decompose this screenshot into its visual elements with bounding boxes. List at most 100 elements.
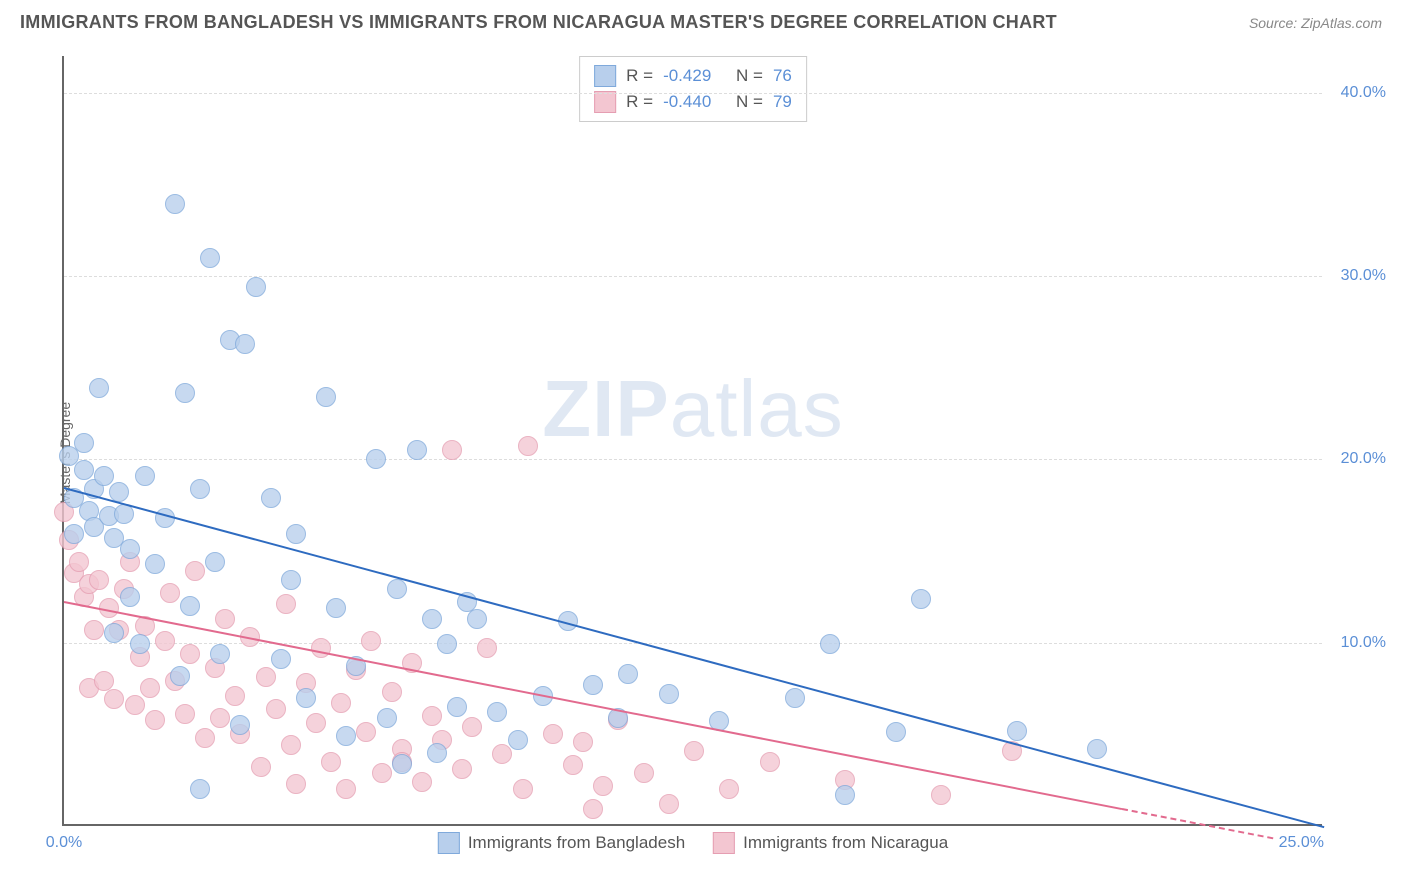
legend-item-a: Immigrants from Bangladesh xyxy=(438,832,685,854)
scatter-point xyxy=(321,752,341,772)
scatter-point xyxy=(543,724,563,744)
scatter-point xyxy=(261,488,281,508)
scatter-point xyxy=(452,759,472,779)
scatter-point xyxy=(477,638,497,658)
scatter-point xyxy=(407,440,427,460)
scatter-point xyxy=(84,620,104,640)
scatter-point xyxy=(190,779,210,799)
scatter-point xyxy=(104,689,124,709)
scatter-point xyxy=(422,609,442,629)
scatter-point xyxy=(215,609,235,629)
scatter-point xyxy=(271,649,291,669)
scatter-point xyxy=(583,799,603,819)
scatter-point xyxy=(518,436,538,456)
scatter-point xyxy=(311,638,331,658)
y-tick-label: 10.0% xyxy=(1341,634,1386,652)
scatter-point xyxy=(336,779,356,799)
scatter-point xyxy=(170,666,190,686)
trend-line xyxy=(64,487,1325,828)
scatter-point xyxy=(573,732,593,752)
y-tick-label: 20.0% xyxy=(1341,450,1386,468)
scatter-point xyxy=(125,695,145,715)
scatter-point xyxy=(372,763,392,783)
scatter-point xyxy=(296,688,316,708)
legend-item-b: Immigrants from Nicaragua xyxy=(713,832,948,854)
scatter-point xyxy=(205,552,225,572)
scatter-point xyxy=(760,752,780,772)
scatter-point xyxy=(210,644,230,664)
scatter-point xyxy=(492,744,512,764)
scatter-point xyxy=(427,743,447,763)
y-tick-label: 30.0% xyxy=(1341,267,1386,285)
scatter-point xyxy=(382,682,402,702)
watermark-light: atlas xyxy=(670,364,844,453)
gridline xyxy=(64,459,1322,460)
scatter-point xyxy=(412,772,432,792)
scatter-point xyxy=(326,598,346,618)
watermark: ZIPatlas xyxy=(542,363,843,455)
scatter-point xyxy=(719,779,739,799)
x-tick-label: 25.0% xyxy=(1279,834,1324,852)
swatch-a-bottom xyxy=(438,832,460,854)
scatter-point xyxy=(513,779,533,799)
scatter-point xyxy=(160,583,180,603)
scatter-point xyxy=(361,631,381,651)
scatter-point xyxy=(94,466,114,486)
scatter-point xyxy=(64,524,84,544)
legend-series: Immigrants from Bangladesh Immigrants fr… xyxy=(438,832,948,854)
y-tick-label: 40.0% xyxy=(1341,84,1386,102)
r-value-a: -0.429 xyxy=(663,66,711,86)
scatter-point xyxy=(180,596,200,616)
x-tick-label: 0.0% xyxy=(46,834,82,852)
scatter-point xyxy=(155,631,175,651)
scatter-point xyxy=(286,524,306,544)
scatter-point xyxy=(281,735,301,755)
scatter-point xyxy=(377,708,397,728)
scatter-point xyxy=(336,726,356,746)
scatter-point xyxy=(175,704,195,724)
scatter-point xyxy=(251,757,271,777)
scatter-point xyxy=(467,609,487,629)
scatter-point xyxy=(1087,739,1107,759)
scatter-point xyxy=(442,440,462,460)
scatter-point xyxy=(266,699,286,719)
n-value-b: 79 xyxy=(773,92,792,112)
scatter-point xyxy=(886,722,906,742)
scatter-point xyxy=(911,589,931,609)
n-label-b: N = xyxy=(736,92,763,112)
legend-stats: R = -0.429 N = 76 R = -0.440 N = 79 xyxy=(579,56,807,122)
scatter-point xyxy=(89,378,109,398)
scatter-point xyxy=(89,570,109,590)
scatter-point xyxy=(331,693,351,713)
scatter-point xyxy=(820,634,840,654)
scatter-point xyxy=(286,774,306,794)
scatter-point xyxy=(422,706,442,726)
scatter-point xyxy=(447,697,467,717)
series-a-label: Immigrants from Bangladesh xyxy=(468,833,685,853)
scatter-point xyxy=(225,686,245,706)
trend-line xyxy=(1122,808,1274,839)
scatter-point xyxy=(356,722,376,742)
scatter-point xyxy=(931,785,951,805)
scatter-point xyxy=(185,561,205,581)
scatter-point xyxy=(785,688,805,708)
r-value-b: -0.440 xyxy=(663,92,711,112)
r-label-b: R = xyxy=(626,92,653,112)
scatter-point xyxy=(583,675,603,695)
scatter-point xyxy=(165,194,185,214)
chart-container: Master's Degree ZIPatlas R = -0.429 N = … xyxy=(50,48,1390,858)
scatter-point xyxy=(120,587,140,607)
scatter-point xyxy=(120,539,140,559)
scatter-point xyxy=(316,387,336,407)
swatch-b-bottom xyxy=(713,832,735,854)
scatter-point xyxy=(200,248,220,268)
scatter-point xyxy=(437,634,457,654)
swatch-a xyxy=(594,65,616,87)
scatter-point xyxy=(659,684,679,704)
scatter-point xyxy=(175,383,195,403)
scatter-point xyxy=(659,794,679,814)
n-value-a: 76 xyxy=(773,66,792,86)
trend-line xyxy=(64,601,1123,810)
scatter-point xyxy=(684,741,704,761)
scatter-point xyxy=(210,708,230,728)
